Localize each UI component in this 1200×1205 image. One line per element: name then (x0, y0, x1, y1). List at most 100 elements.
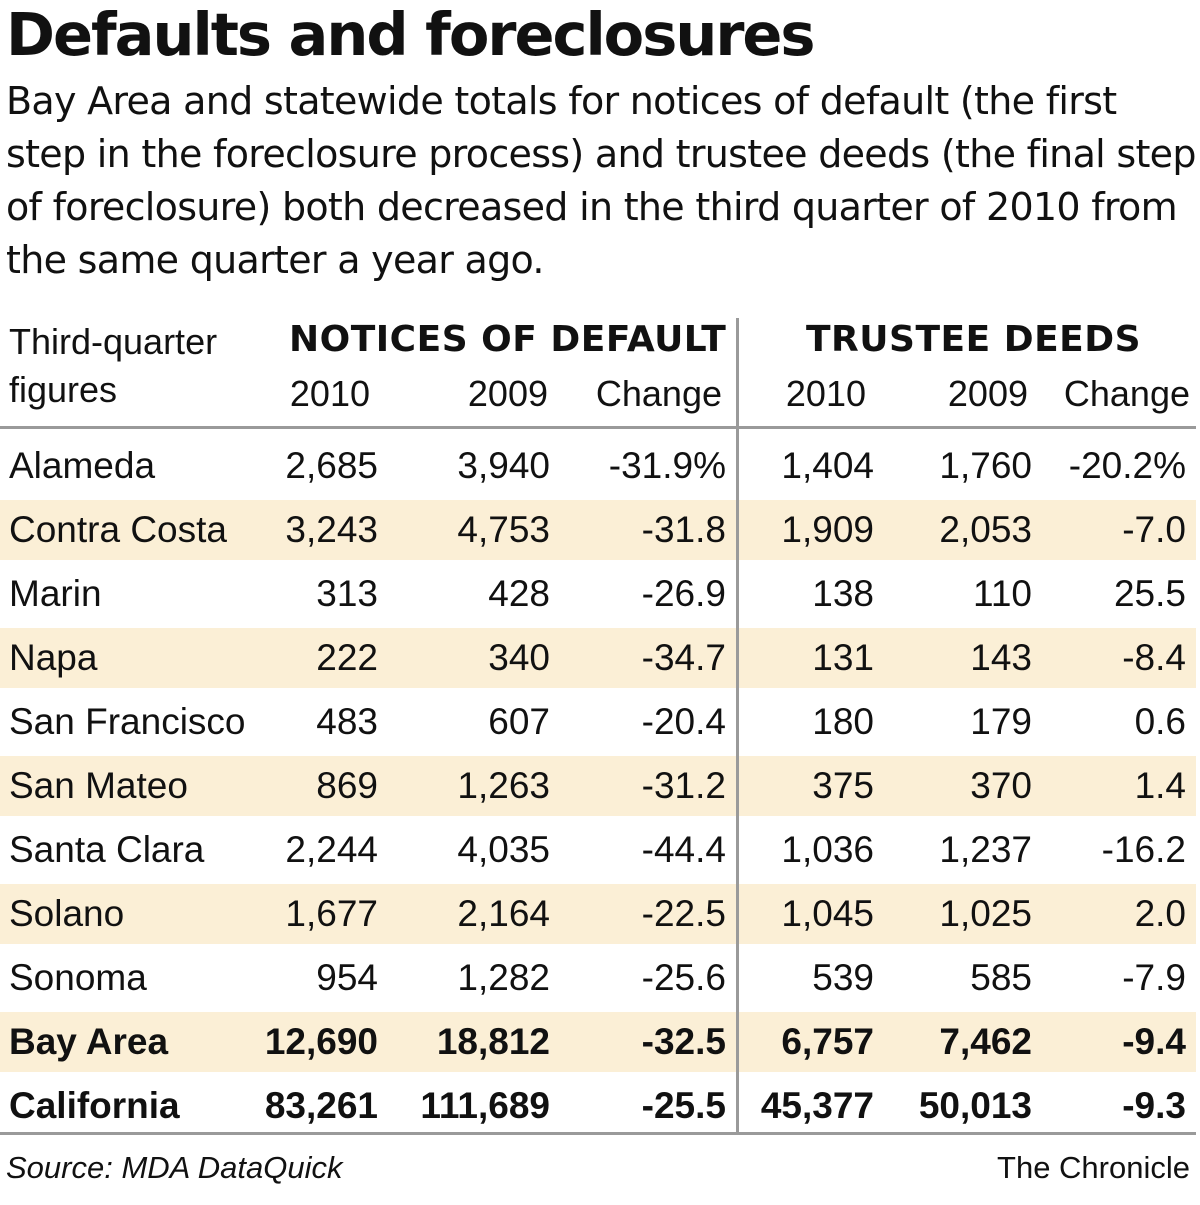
row-label: Napa (9, 637, 98, 678)
bottom-rule (0, 1132, 1196, 1135)
cell-td-2009: 179 (970, 701, 1032, 742)
cell-nod-change: -32.5 (641, 1021, 726, 1062)
row-label: San Francisco (9, 701, 246, 742)
cell-nod-2009: 428 (488, 573, 550, 614)
col-header-td-2010: 2010 (785, 373, 866, 414)
cell-nod-2010: 2,244 (285, 829, 378, 870)
cell-nod-change: -31.2 (641, 765, 726, 806)
cell-nod-2009: 4,753 (457, 509, 550, 550)
table-row: Bay Area 12,690 18,812 -32.5 6,757 7,462 -9.4 (0, 1012, 1196, 1072)
col-header-nod-2009: 2009 (467, 373, 548, 414)
source-note: Source: MDA DataQuick (6, 1150, 343, 1185)
cell-td-change: -9.4 (1122, 1021, 1186, 1062)
cell-td-2009: 1,760 (939, 445, 1032, 486)
cell-td-2009: 1,025 (939, 893, 1032, 934)
table-row: Sonoma 954 1,282 -25.6 539 585 -7.9 (0, 948, 1196, 1008)
table-row: San Francisco 483 607 -20.4 180 179 0.6 (0, 692, 1196, 752)
cell-nod-change: -34.7 (641, 637, 726, 678)
cell-td-change: 1.4 (1134, 765, 1186, 806)
row-label: Contra Costa (9, 509, 227, 550)
table-row: Marin 313 428 -26.9 138 110 25.5 (0, 564, 1196, 624)
cell-nod-2009: 1,282 (457, 957, 550, 998)
cell-td-change: -16.2 (1101, 829, 1186, 870)
cell-nod-2010: 83,261 (264, 1085, 378, 1126)
cell-td-change: -8.4 (1122, 637, 1186, 678)
table-row: California 83,261 111,689 -25.5 45,377 50,013… (0, 1076, 1196, 1136)
group-divider-body (736, 429, 739, 1076)
col-header-td-change: Change (1063, 373, 1190, 414)
cell-td-2009: 370 (970, 765, 1032, 806)
row-label: Sonoma (9, 957, 147, 998)
cell-td-2009: 2,053 (939, 509, 1032, 550)
group-title-trustee-deeds: TRUSTEE DEEDS (806, 319, 1142, 360)
row-label: Santa Clara (9, 829, 205, 870)
table-row: Solano 1,677 2,164 -22.5 1,045 1,025 2.0 (0, 884, 1196, 944)
cell-td-2010: 131 (812, 637, 874, 678)
row-label: San Mateo (9, 765, 188, 806)
chart-title: Defaults and foreclosures (6, 0, 816, 69)
table-row: San Mateo 869 1,263 -31.2 375 370 1.4 (0, 756, 1196, 816)
cell-nod-change: -44.4 (641, 829, 726, 870)
cell-td-change: 2.0 (1134, 893, 1186, 934)
cell-td-2009: 143 (970, 637, 1032, 678)
cell-td-2010: 180 (812, 701, 874, 742)
table-row: Contra Costa 3,243 4,753 -31.8 1,909 2,053 -7.… (0, 500, 1196, 560)
cell-nod-2009: 340 (488, 637, 550, 678)
cell-td-2010: 6,757 (781, 1021, 874, 1062)
group-divider-total (736, 1070, 739, 1132)
cell-nod-change: -25.5 (641, 1085, 726, 1126)
header-rule (0, 426, 1196, 429)
cell-nod-2009: 4,035 (457, 829, 550, 870)
cell-td-change: -7.9 (1122, 957, 1186, 998)
cell-td-change: -9.3 (1122, 1085, 1186, 1126)
cell-td-2010: 539 (812, 957, 874, 998)
cell-nod-2010: 313 (316, 573, 378, 614)
row-header-label-line1: Third-quarter (9, 321, 218, 362)
cell-td-change: -20.2% (1068, 445, 1186, 486)
cell-td-2009: 50,013 (918, 1085, 1032, 1126)
cell-td-2010: 1,404 (781, 445, 874, 486)
table-row: Santa Clara 2,244 4,035 -44.4 1,036 1,237 -16.… (0, 820, 1196, 880)
cell-nod-2009: 111,689 (420, 1085, 550, 1126)
cell-td-2009: 110 (973, 573, 1032, 614)
cell-nod-change: -20.4 (641, 701, 726, 742)
cell-td-change: -7.0 (1122, 509, 1186, 550)
group-title-notices-of-default: NOTICES OF DEFAULT (289, 319, 727, 360)
cell-nod-2010: 2,685 (285, 445, 378, 486)
col-header-td-2009: 2009 (947, 373, 1028, 414)
cell-td-2010: 45,377 (760, 1085, 874, 1126)
cell-nod-2010: 222 (316, 637, 378, 678)
cell-td-2009: 7,462 (939, 1021, 1032, 1062)
cell-td-2010: 1,036 (781, 829, 874, 870)
cell-td-2010: 138 (812, 573, 874, 614)
cell-nod-change: -26.9 (641, 573, 726, 614)
cell-nod-change: -25.6 (641, 957, 726, 998)
cell-nod-2009: 607 (488, 701, 550, 742)
cell-nod-change: -31.8 (641, 509, 726, 550)
cell-td-2010: 375 (812, 765, 874, 806)
cell-nod-2010: 3,243 (285, 509, 378, 550)
row-label: Marin (9, 573, 102, 614)
row-label: Bay Area (9, 1021, 169, 1062)
table-row: Alameda 2,685 3,940 -31.9% 1,404 1,760 -20.2% (0, 436, 1196, 496)
row-label: Alameda (9, 445, 156, 486)
cell-nod-2010: 483 (316, 701, 378, 742)
cell-nod-2009: 2,164 (457, 893, 550, 934)
chart-subtitle: Bay Area and statewide totals for notice… (6, 79, 1196, 282)
cell-td-2009: 585 (970, 957, 1032, 998)
cell-td-change: 0.6 (1134, 701, 1186, 742)
col-header-nod-change: Change (595, 373, 722, 414)
cell-nod-2010: 954 (316, 957, 378, 998)
group-divider-header (736, 318, 739, 426)
cell-nod-2010: 869 (316, 765, 378, 806)
cell-td-2010: 1,909 (781, 509, 874, 550)
row-label: California (9, 1085, 180, 1126)
cell-nod-2009: 1,263 (457, 765, 550, 806)
cell-nod-2009: 3,940 (457, 445, 550, 486)
row-header-label-line2: figures (9, 369, 118, 410)
cell-td-2009: 1,237 (939, 829, 1032, 870)
cell-nod-change: -22.5 (641, 893, 726, 934)
cell-nod-change: -31.9% (608, 445, 726, 486)
credit-line: The Chronicle (997, 1150, 1190, 1185)
cell-nod-2010: 12,690 (264, 1021, 378, 1062)
